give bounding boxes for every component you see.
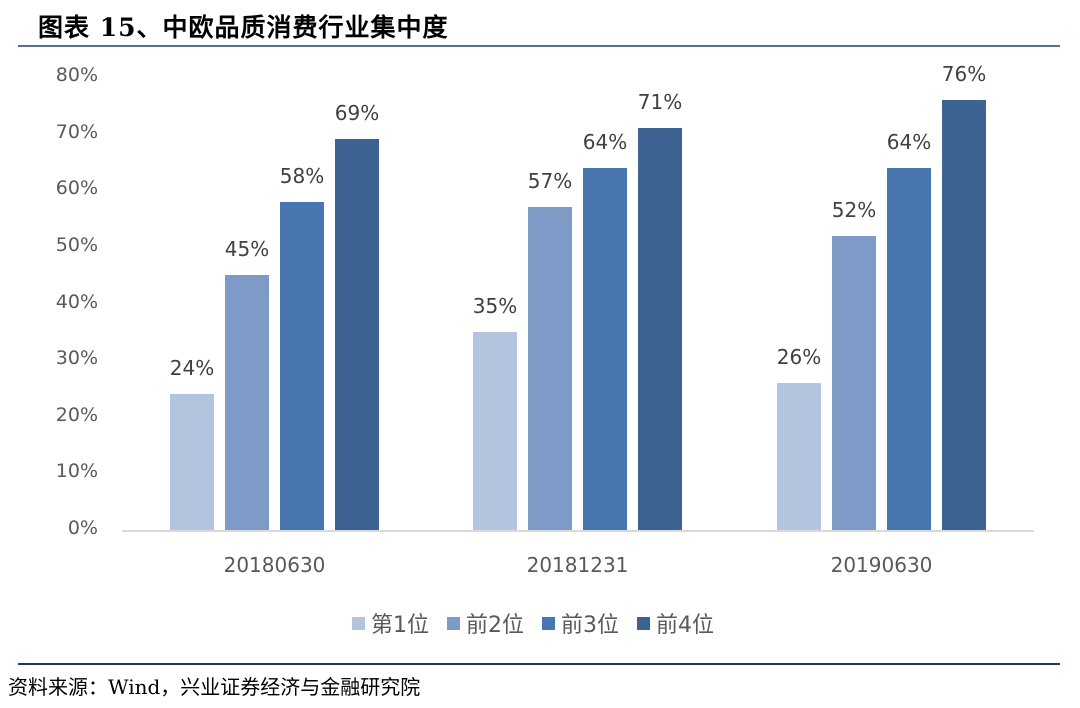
legend-swatch-icon	[637, 616, 650, 630]
y-tick-label: 80%	[55, 64, 98, 86]
source-divider	[18, 663, 1060, 665]
legend-label: 前3位	[561, 613, 619, 638]
bar-20180630-series-3	[280, 201, 324, 530]
bar-20190630-series-3	[887, 167, 931, 530]
bar-20190630-series-1	[777, 382, 821, 530]
data-label: 52%	[831, 197, 877, 222]
y-tick-label: 50%	[55, 233, 98, 256]
legend-label: 第1位	[371, 613, 429, 638]
chart-title: 图表 15、中欧品质消费行业集中度	[38, 13, 449, 42]
legend-item: 第1位	[352, 607, 429, 639]
legend-swatch-icon	[542, 616, 555, 630]
bar-20190630-series-2	[832, 235, 876, 530]
bar-20181231-series-2	[528, 207, 572, 530]
x-category-label: 20180630	[223, 553, 326, 577]
data-label: 76%	[941, 61, 987, 86]
bar-20181231-series-1	[473, 331, 517, 530]
data-label: 57%	[527, 169, 573, 194]
data-label: 45%	[224, 237, 270, 262]
bar-chart: 0% 10% 20% 30% 40% 50% 60% 70% 80% 24% 45% 58% 69% 3…	[55, 61, 1034, 638]
data-label: 35%	[472, 293, 518, 318]
y-tick-label: 30%	[55, 347, 98, 370]
bar-20180630-series-1	[170, 394, 214, 530]
x-category-label: 20181231	[526, 553, 629, 577]
data-label: 64%	[582, 129, 628, 154]
legend-item: 前3位	[542, 607, 619, 639]
legend-swatch-icon	[447, 616, 460, 630]
bar-20181231-series-4	[638, 127, 682, 530]
data-label: 69%	[334, 101, 380, 126]
y-tick-label: 40%	[55, 290, 98, 313]
source-note: 资料来源：Wind，兴业证券经济与金融研究院	[8, 675, 421, 699]
legend: 第1位 前2位 前3位 前4位	[352, 607, 714, 639]
legend-item: 前2位	[447, 607, 524, 639]
legend-label: 前2位	[466, 613, 524, 638]
bar-20190630-series-4	[942, 99, 986, 530]
data-label: 64%	[886, 129, 932, 154]
data-label: 24%	[169, 356, 215, 381]
bar-20181231-series-3	[583, 167, 627, 530]
x-axis-line	[122, 530, 1034, 532]
legend-swatch-icon	[352, 616, 365, 630]
legend-item: 前4位	[637, 607, 714, 639]
x-category-label: 20190630	[830, 553, 933, 577]
bar-20180630-series-4	[335, 139, 379, 530]
y-tick-label: 10%	[55, 460, 98, 483]
bar-20180630-series-2	[225, 275, 269, 530]
y-tick-label: 20%	[55, 403, 98, 426]
title-divider	[18, 45, 1060, 47]
y-tick-label: 60%	[55, 177, 98, 200]
data-label: 71%	[637, 89, 683, 114]
y-tick-label: 70%	[55, 120, 98, 143]
y-tick-label: 0%	[67, 517, 98, 539]
legend-label: 前4位	[656, 613, 714, 638]
data-label: 26%	[776, 344, 822, 369]
data-label: 58%	[279, 163, 325, 188]
